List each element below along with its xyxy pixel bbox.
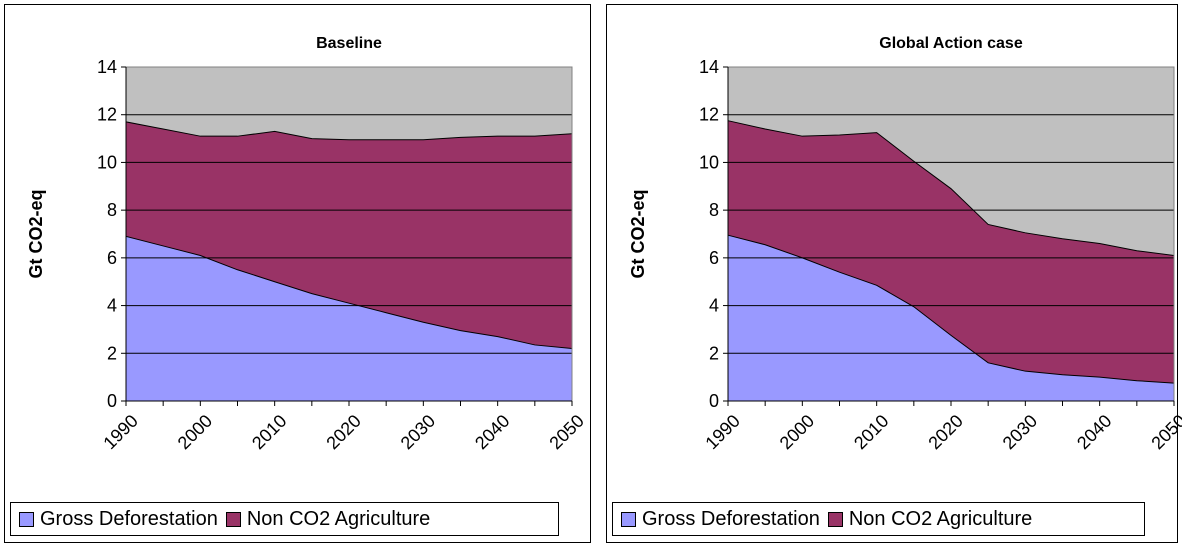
legend-swatch [225, 511, 241, 527]
chart-title: Baseline [316, 35, 382, 52]
x-tick-label: 2020 [924, 411, 966, 453]
y-tick-label: 8 [107, 200, 117, 220]
legend-item-non-co2-agriculture: Non CO2 Agriculture [225, 507, 431, 531]
legend-swatch [621, 511, 636, 527]
baseline-chart-panel: Baseline Gt CO2-eq 0 2 4 6 8 10 12 14 1990 2000 2010… [4, 4, 591, 543]
baseline-legend: Gross Deforestation Non CO2 Agriculture [10, 502, 559, 536]
y-tick-label: 14 [97, 57, 117, 77]
area-gross-deforestation [126, 236, 572, 401]
x-tick-label: 2030 [397, 411, 439, 453]
x-tick-label: 2050 [545, 411, 587, 453]
x-tick-label: 2040 [1073, 411, 1115, 453]
area-non-co2-agriculture [126, 121, 572, 349]
y-tick-label: 10 [97, 152, 117, 172]
global-action-legend: Gross Deforestation Non CO2 Agriculture [612, 502, 1145, 536]
y-tick-label: 12 [699, 105, 719, 125]
legend-item-gross-deforestation: Gross Deforestation [19, 508, 218, 531]
y-tick-label: 0 [107, 391, 117, 411]
y-tick-label: 2 [709, 343, 719, 363]
y-tick-label: 6 [107, 248, 117, 268]
x-tick-label: 1990 [99, 411, 141, 453]
area-non-co2-agriculture [728, 120, 1174, 384]
area-gross-deforestation [728, 235, 1174, 401]
legend-swatch [19, 511, 34, 527]
x-tick-label: 2000 [174, 411, 216, 453]
x-tick-label: 2040 [471, 411, 513, 453]
x-tick-label: 2050 [1147, 411, 1182, 453]
global-action-chart-panel: Global Action case Gt CO2-eq 0 2 4 6 8 10 12 14 19… [606, 4, 1182, 543]
series-outline [125, 235, 573, 350]
x-tick-label: 2020 [322, 411, 364, 453]
legend-label: Non CO2 Agriculture [848, 507, 1033, 530]
y-tick-label: 14 [699, 57, 719, 77]
baseline-chart: Baseline Gt CO2-eq 0 2 4 6 8 10 12 14 1990 2000 2010… [26, 35, 588, 453]
x-tick-label: 2010 [850, 411, 892, 453]
y-tick-label: 4 [709, 296, 719, 316]
chart-title: Global Action case [879, 35, 1023, 52]
y-tick-label: 4 [107, 296, 117, 316]
y-tick-label: 0 [709, 391, 719, 411]
x-tick-label: 2000 [776, 411, 818, 453]
legend-label: Gross Deforestation [40, 507, 218, 530]
legend-swatch [827, 511, 843, 527]
y-tick-label: 6 [709, 248, 719, 268]
x-tick-label: 1990 [701, 411, 743, 453]
y-axis-label: Gt CO2-eq [628, 189, 648, 278]
y-tick-label: 10 [699, 152, 719, 172]
x-tick-label: 2010 [248, 411, 290, 453]
global-action-chart: Global Action case Gt CO2-eq 0 2 4 6 8 10 12 14 19… [628, 35, 1182, 453]
y-axis-label: Gt CO2-eq [26, 189, 46, 278]
y-tick-label: 2 [107, 343, 117, 363]
legend-item-non-co2-agriculture: Non CO2 Agriculture [827, 507, 1033, 531]
y-tick-label: 12 [97, 105, 117, 125]
series-outline [125, 121, 573, 141]
legend-label: Non CO2 Agriculture [246, 507, 431, 530]
x-tick-label: 2030 [999, 411, 1041, 453]
series-outline [727, 120, 1175, 256]
legend-item-gross-deforestation: Gross Deforestation [621, 508, 820, 531]
legend-label: Gross Deforestation [642, 507, 820, 530]
y-tick-label: 8 [709, 200, 719, 220]
